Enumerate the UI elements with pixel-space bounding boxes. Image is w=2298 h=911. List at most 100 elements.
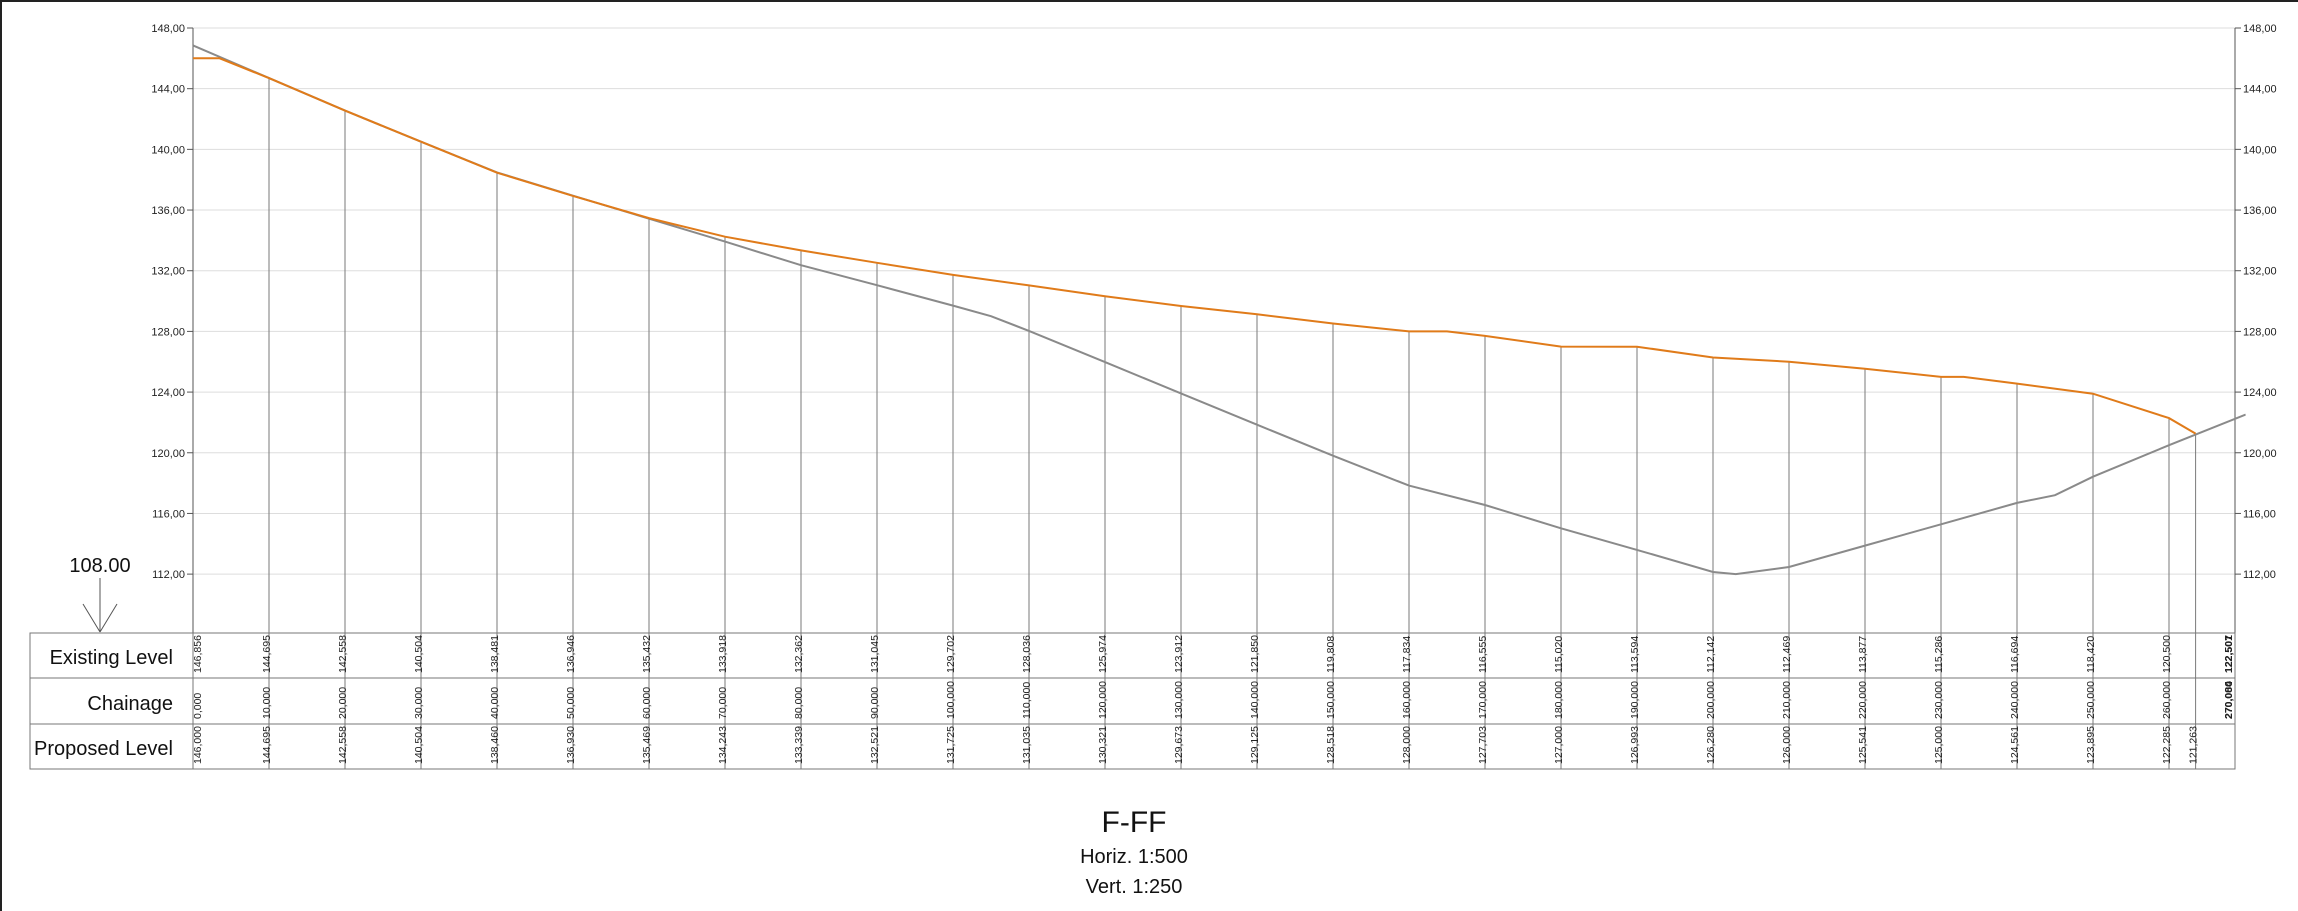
existing-level-value: 113,877 bbox=[1857, 636, 1869, 673]
proposed-level-value: 144,695 bbox=[261, 726, 273, 764]
chainage-value: 100,000 bbox=[945, 681, 957, 719]
proposed-level-value: 135,469 bbox=[641, 726, 653, 764]
existing-level-value: 113,594 bbox=[1629, 636, 1641, 673]
existing-level-value: 116,694 bbox=[2009, 636, 2021, 673]
y-tick-label-left: 140,00 bbox=[151, 144, 185, 156]
chainage-value: 260,000 bbox=[2161, 681, 2173, 719]
existing-level-value: 123,912 bbox=[1173, 635, 1185, 673]
proposed-level-value: 129,125 bbox=[1249, 726, 1261, 764]
existing-level-value: 122,501 bbox=[2223, 635, 2235, 673]
proposed-level-value: 125,000 bbox=[1933, 726, 1945, 764]
proposed-level-value: 126,993 bbox=[1629, 726, 1641, 764]
y-tick-label-right: 116,00 bbox=[2243, 508, 2276, 520]
proposed-level-value: 131,035 bbox=[1021, 726, 1033, 764]
existing-level-value: 128,036 bbox=[1021, 635, 1033, 673]
chainage-value: 270,000 bbox=[2223, 681, 2235, 719]
existing-level-value: 118,420 bbox=[2085, 636, 2097, 673]
y-tick-label-right: 128,00 bbox=[2243, 326, 2277, 338]
chainage-value: 70,000 bbox=[717, 687, 729, 719]
existing-level-value: 136,946 bbox=[565, 635, 577, 673]
datum-label: 108.00 bbox=[69, 555, 130, 577]
existing-level-value: 112,142 bbox=[1705, 636, 1717, 673]
y-tick-label-left: 128,00 bbox=[151, 326, 185, 338]
section-title: F-FF bbox=[1102, 806, 1167, 839]
chainage-value: 230,000 bbox=[1933, 681, 1945, 719]
existing-level-value: 129,702 bbox=[945, 635, 957, 673]
proposed-level-value: 121,263 bbox=[2188, 726, 2200, 764]
y-tick-label-right: 144,00 bbox=[2243, 84, 2277, 96]
chainage-value: 180,000 bbox=[1553, 681, 1565, 719]
row-label-existing: Existing Level bbox=[50, 647, 173, 669]
existing-level-value: 119,808 bbox=[1325, 636, 1337, 673]
chainage-value: 90,000 bbox=[869, 687, 881, 719]
proposed-level-value: 138,460 bbox=[489, 726, 501, 764]
existing-level-value: 112,469 bbox=[1781, 636, 1793, 673]
y-tick-label-left: 116,00 bbox=[152, 508, 185, 520]
title-block: F-FF Horiz. 1:500 Vert. 1:250 bbox=[1080, 806, 1188, 898]
proposed-level-value: 132,521 bbox=[869, 726, 881, 764]
proposed-level-value: 126,280 bbox=[1705, 726, 1717, 764]
horizontal-scale: Horiz. 1:500 bbox=[1080, 846, 1188, 868]
datum-marker: 108.00 bbox=[69, 555, 131, 633]
row-label-proposed: Proposed Level bbox=[34, 738, 173, 760]
chainage-value: 200,000 bbox=[1705, 681, 1717, 719]
y-tick-label-left: 132,00 bbox=[151, 266, 185, 278]
existing-level-value: 133,918 bbox=[717, 635, 729, 673]
chainage-value: 80,000 bbox=[793, 687, 805, 719]
proposed-level-value: 124,561 bbox=[2009, 726, 2021, 764]
proposed-level-value: 140,504 bbox=[413, 726, 425, 764]
y-tick-label-right: 140,00 bbox=[2243, 144, 2277, 156]
existing-level-value: 116,555 bbox=[1477, 636, 1489, 673]
existing-level-value: 122,507 bbox=[2223, 635, 2235, 673]
y-tick-label-right: 120,00 bbox=[2243, 448, 2277, 460]
chainage-value: 50,000 bbox=[565, 687, 577, 719]
y-axis-right: 112,00 116,00 120,00 124,00 128,00 132,00 136,… bbox=[2234, 23, 2277, 633]
chainage-value: 60,000 bbox=[641, 687, 653, 719]
chainage-value: 0,000 bbox=[192, 693, 204, 719]
chainage-value: 120,000 bbox=[1097, 681, 1109, 719]
proposed-level-value: 127,703 bbox=[1477, 726, 1489, 764]
proposed-level-value: 125,541 bbox=[1857, 726, 1869, 764]
existing-level-value: 117,834 bbox=[1401, 636, 1413, 673]
existing-level-value: 138,481 bbox=[489, 635, 501, 673]
y-tick-label-left: 144,00 bbox=[151, 84, 185, 96]
data-band-table: Existing Level Chainage Proposed Level bbox=[29, 632, 2236, 770]
proposed-level-value: 142,558 bbox=[337, 726, 349, 764]
chainage-value: 240,000 bbox=[2009, 681, 2021, 719]
proposed-level-value: 134,243 bbox=[717, 726, 729, 764]
existing-level-value: 125,974 bbox=[1097, 635, 1109, 673]
y-axis-left: 112,00 116,00 120,00 124,00 128,00 132,00 136,… bbox=[151, 23, 194, 633]
existing-level-value: 144,695 bbox=[261, 635, 273, 673]
chainage-value: 20,000 bbox=[337, 687, 349, 719]
y-tick-label-left: 124,00 bbox=[151, 387, 185, 399]
proposed-level-value: 136,930 bbox=[565, 726, 577, 764]
chainage-value: 250,000 bbox=[2085, 681, 2097, 719]
existing-level-value: 135,432 bbox=[641, 635, 653, 673]
station-lines bbox=[268, 78, 2197, 769]
y-tick-label-right: 124,00 bbox=[2243, 387, 2277, 399]
proposed-level-value: 126,000 bbox=[1781, 726, 1793, 764]
chainage-value: 140,000 bbox=[1249, 681, 1261, 719]
y-tick-label-left: 112,00 bbox=[152, 569, 185, 581]
existing-level-value: 131,045 bbox=[869, 635, 881, 673]
y-tick-label-right: 112,00 bbox=[2243, 569, 2276, 581]
proposed-level-value: 128,518 bbox=[1325, 726, 1337, 764]
band-values: 0,000 10,000 20,000 30,000 40,000 50,000 60,00… bbox=[192, 635, 2235, 764]
chainage-value: 170,000 bbox=[1477, 681, 1489, 719]
existing-level-value: 121,850 bbox=[1249, 635, 1261, 673]
existing-level-value: 140,504 bbox=[413, 635, 425, 673]
chainage-value: 270,084 bbox=[2223, 681, 2235, 719]
proposed-level-value: 123,895 bbox=[2085, 726, 2097, 764]
proposed-level-value: 127,000 bbox=[1553, 726, 1565, 764]
chainage-value: 220,000 bbox=[1857, 681, 1869, 719]
proposed-level-value: 146,000 bbox=[192, 726, 204, 764]
y-tick-label-right: 148,00 bbox=[2243, 23, 2277, 35]
proposed-level-value: 131,725 bbox=[945, 726, 957, 764]
chainage-value: 160,000 bbox=[1401, 681, 1413, 719]
existing-level-value: 115,286 bbox=[1933, 636, 1945, 673]
existing-level-value: 115,020 bbox=[1553, 636, 1565, 673]
chainage-value: 130,000 bbox=[1173, 681, 1185, 719]
proposed-level-value: 129,673 bbox=[1173, 726, 1185, 764]
